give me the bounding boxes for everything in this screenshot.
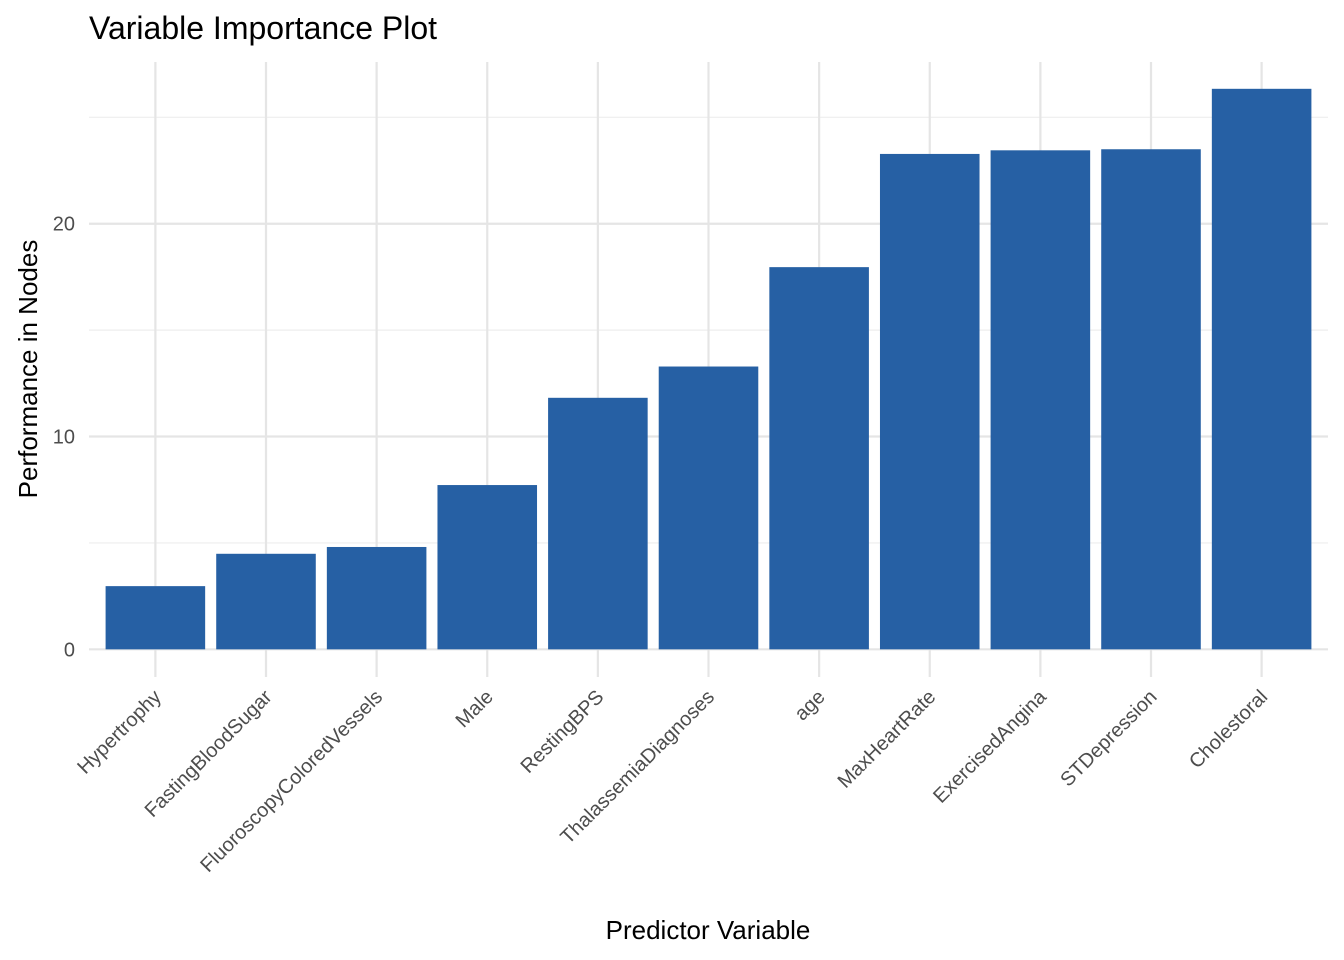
y-tick-labels: 0 10 20 bbox=[53, 214, 75, 662]
y-tick-label: 0 bbox=[64, 639, 75, 661]
bar-stdepression bbox=[1101, 149, 1201, 650]
x-tick-label: FluoroscopyColoredVessels bbox=[196, 686, 387, 877]
y-tick-label: 20 bbox=[53, 214, 75, 236]
bar-hypertrophy bbox=[105, 586, 206, 650]
bar-fluoroscopycoloredvessels bbox=[326, 546, 427, 650]
bar-cholestoral bbox=[1211, 88, 1312, 650]
bar-fastingbloodsugar bbox=[216, 553, 316, 650]
y-tick-label: 10 bbox=[53, 427, 75, 449]
bars bbox=[105, 88, 1312, 650]
x-tick-label: MaxHeartRate bbox=[834, 686, 941, 793]
bar-male bbox=[437, 485, 538, 650]
y-axis-title: Performance in Nodes bbox=[13, 240, 43, 499]
x-tick-label: Male bbox=[452, 686, 498, 732]
x-axis-title: Predictor Variable bbox=[606, 915, 811, 945]
bar-age bbox=[769, 267, 869, 650]
x-tick-label: RestingBPS bbox=[517, 686, 609, 778]
bar-thalassemiadiagnoses bbox=[658, 366, 759, 650]
x-tick-label: STDepression bbox=[1056, 686, 1161, 791]
bar-maxheartrate bbox=[879, 153, 980, 650]
bar-restingbps bbox=[548, 397, 648, 650]
x-tick-label: age bbox=[791, 686, 830, 725]
bar-exercisedangina bbox=[990, 150, 1091, 650]
x-tick-label: Hypertrophy bbox=[73, 686, 166, 779]
x-tick-labels: HypertrophyFastingBloodSugarFluoroscopyC… bbox=[73, 685, 1272, 876]
x-tick-label: ExercisedAngina bbox=[929, 685, 1051, 807]
x-tick-label: Cholestoral bbox=[1185, 686, 1272, 773]
chart-title: Variable Importance Plot bbox=[89, 10, 437, 46]
